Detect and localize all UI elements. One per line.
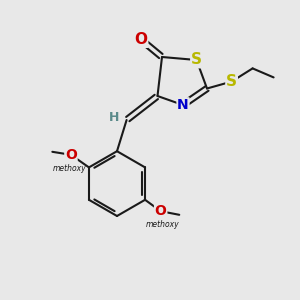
Text: O: O: [65, 148, 77, 162]
Text: N: N: [177, 98, 189, 112]
Text: methoxy: methoxy: [52, 164, 86, 173]
Text: S: S: [226, 74, 237, 89]
Text: S: S: [191, 52, 202, 68]
Text: methoxy: methoxy: [145, 220, 179, 229]
Text: H: H: [109, 111, 119, 124]
Text: O: O: [155, 204, 167, 218]
Text: O: O: [134, 32, 148, 47]
